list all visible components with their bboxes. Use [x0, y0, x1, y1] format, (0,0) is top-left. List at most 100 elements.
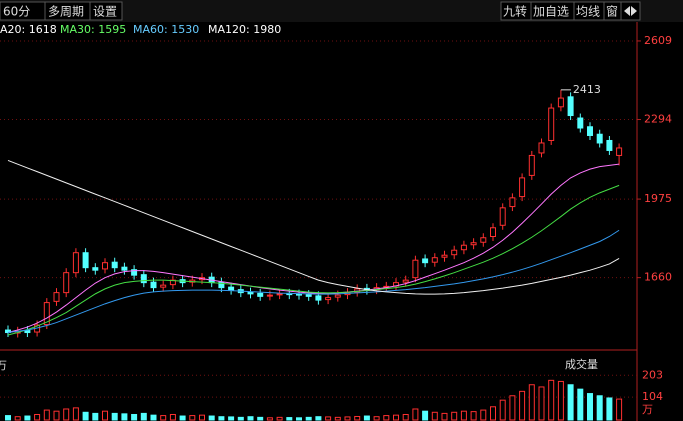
legend-entry: MA120: 1980 [208, 23, 281, 36]
volume-label: 成交量 [565, 357, 598, 371]
candle-body [480, 237, 487, 243]
candle-body [43, 302, 50, 326]
volume-bar [14, 416, 21, 421]
volume-axis-unit: 万 [642, 403, 653, 416]
legend-entry: MA60: 1530 [133, 23, 199, 36]
volume-bar [315, 416, 322, 421]
toolbar-button-text[interactable]: 均线 [576, 5, 600, 19]
candle-body [82, 252, 89, 269]
volume-bar [567, 384, 574, 421]
candle-body [296, 293, 302, 296]
candle-body [266, 294, 273, 297]
volume-bar [102, 410, 108, 421]
volume-bar [412, 408, 419, 421]
annotation: 2413 [573, 83, 601, 96]
volume-bar [82, 411, 89, 421]
candle-body [92, 267, 99, 271]
volume-bar [131, 413, 138, 421]
candle-body [519, 177, 526, 198]
toolbar-button[interactable] [89, 1, 123, 21]
volume-bar [237, 416, 244, 421]
volume-bar [228, 416, 235, 421]
volume-bar [160, 415, 167, 421]
candle-body [102, 262, 108, 270]
ma-line [7, 229, 620, 334]
volume-tick-label: 203 [642, 368, 663, 381]
volume-tick-label: 104 [642, 390, 663, 403]
y-tick-label: 1660 [644, 271, 672, 284]
candle-body [596, 133, 603, 144]
volume-bar [208, 415, 215, 421]
candle-body [548, 107, 555, 141]
candle-body [131, 269, 138, 276]
volume-bar [179, 415, 186, 421]
volume-bar [509, 395, 516, 421]
candle-body [499, 207, 506, 226]
volume-bar [257, 416, 264, 421]
toolbar-button-text[interactable]: 设置 [93, 5, 117, 19]
volume-bar [383, 415, 390, 421]
toolbar-button-text[interactable]: 多周期 [48, 5, 84, 19]
candle-body [63, 272, 70, 294]
candle-body [422, 258, 429, 264]
volume-bar [286, 417, 293, 421]
volume-bar [441, 412, 448, 421]
candle-body [509, 197, 516, 208]
candle-body [305, 294, 312, 297]
candle-body [53, 292, 60, 302]
volume-bar [393, 414, 399, 421]
volume-bar [480, 409, 487, 421]
candle-body [470, 242, 477, 246]
volume-bar [189, 415, 196, 421]
candle-body [587, 126, 593, 136]
y-tick-label: 2609 [644, 34, 672, 47]
volume-bar [334, 416, 341, 421]
volume-bar [363, 415, 370, 421]
candle-body [276, 293, 283, 296]
nav-arrows[interactable] [620, 1, 641, 21]
volume-bar [538, 386, 545, 421]
y-tick-label: 2294 [644, 113, 672, 126]
volume-bar [354, 415, 361, 421]
volume-bar [373, 416, 380, 421]
volume-bar [557, 380, 564, 421]
volume-bar [402, 413, 409, 421]
candle-body [402, 279, 409, 283]
candle-body [577, 117, 584, 129]
candle-body [257, 292, 264, 297]
volume-bar [111, 412, 118, 421]
candle-body [567, 96, 574, 117]
toolbar-button-text[interactable]: 窗 [606, 5, 618, 19]
toolbar-button[interactable] [500, 1, 532, 21]
candle-body [325, 297, 332, 301]
candle-body [441, 254, 448, 258]
volume-bar [43, 409, 50, 421]
toolbar-button-text[interactable]: 九转 [503, 4, 527, 19]
candle-body [538, 142, 545, 154]
volume-unit: 万 [0, 359, 7, 372]
volume-bar [24, 415, 31, 421]
volume-bar [305, 416, 312, 421]
candle-body [431, 257, 438, 263]
volume-bar [587, 393, 593, 421]
candle-body [451, 249, 458, 256]
volume-bar [548, 379, 555, 421]
volume-bar [121, 413, 128, 421]
candle-body [72, 252, 79, 274]
volume-bar [490, 406, 496, 421]
ma-line [7, 184, 620, 336]
toolbar-button-text[interactable]: 加自选 [533, 5, 569, 19]
volume-bar [199, 414, 205, 421]
volume-bar [92, 412, 99, 421]
toolbar-button-text[interactable]: 60分 [3, 5, 30, 19]
volume-bar [276, 416, 283, 421]
volume-bar [169, 413, 176, 421]
candle-body [490, 227, 496, 238]
volume-bar [616, 398, 623, 421]
candle-body [24, 330, 31, 334]
candle-body [528, 154, 535, 176]
volume-bar [34, 413, 41, 421]
volume-bar [5, 415, 11, 421]
volume-bar [431, 411, 438, 421]
